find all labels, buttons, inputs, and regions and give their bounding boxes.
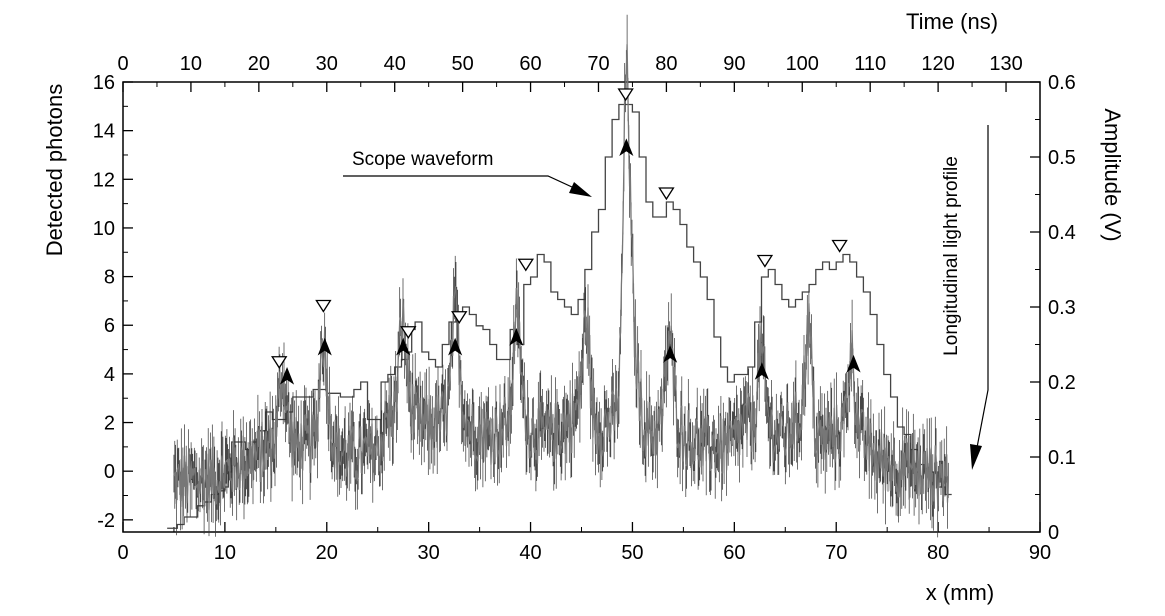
scope-waveform-line [167, 103, 952, 529]
x-bottom-tick-label: 20 [316, 542, 338, 564]
y-left-tick-label: 14 [93, 121, 115, 143]
open-triangle-marker [400, 326, 417, 339]
y-left-tick-label: 16 [93, 72, 115, 94]
arrow-marker [846, 354, 861, 373]
x-top-tick-label: 110 [854, 53, 886, 75]
x-top-tick-label: 100 [786, 53, 819, 75]
y-right-tick-label: 0.4 [1048, 222, 1076, 244]
x-top-tick-label: 90 [723, 53, 745, 75]
open-triangle-marker [517, 258, 534, 272]
x-bottom-tick-label: 0 [117, 542, 128, 564]
light-profile-error-bars [173, 14, 949, 538]
open-triangle-marker [315, 299, 332, 313]
y-right-axis-title: Amplitude (V) [1100, 108, 1125, 241]
x-top-tick-label: 70 [587, 53, 609, 75]
x-top-tick-label: 30 [316, 53, 338, 75]
y-left-tick-label: 2 [104, 413, 115, 435]
x-bottom-axis-title: x (mm) [926, 580, 994, 605]
arrow-marker [619, 138, 634, 156]
arrow-marker [317, 337, 332, 356]
x-bottom-tick-label: 50 [621, 542, 643, 564]
y-left-tick-label: 6 [104, 315, 115, 337]
open-triangle-marker [756, 254, 774, 268]
x-top-tick-label: 130 [989, 53, 1022, 75]
light-profile-line [173, 44, 949, 511]
x-top-tick-label: 50 [452, 53, 474, 75]
x-top-axis-title: Time (ns) [906, 9, 998, 34]
light-profile-label: Longitudinal light profile [941, 156, 962, 356]
scope-waveform-pointer [343, 175, 586, 194]
y-left-axis-title: Detected photons [42, 84, 67, 256]
x-bottom-tick-label: 80 [927, 542, 949, 564]
ticks: 0 10 20 30 40 50 60 70 80 900 10 20 30 40 50 60 70 80 90 10… [93, 53, 1076, 564]
open-triangle-marker [658, 187, 675, 201]
light-profile-pointer [974, 125, 989, 459]
arrow-marker [396, 337, 411, 356]
y-right-tick-label: 0.6 [1048, 72, 1076, 94]
x-top-tick-label: 40 [384, 53, 406, 75]
y-right-tick-label: 0.3 [1048, 297, 1076, 319]
arrow-marker [279, 366, 295, 385]
light-profile-pointer-head [970, 444, 982, 470]
arrow-marker [754, 362, 769, 380]
x-bottom-tick-label: 90 [1029, 542, 1051, 564]
x-top-tick-label: 120 [921, 53, 954, 75]
arrow-marker [663, 345, 678, 363]
x-top-tick-label: 60 [519, 53, 541, 75]
y-left-tick-label: -2 [97, 510, 115, 532]
open-triangle-marker [617, 88, 634, 102]
x-bottom-tick-label: 40 [519, 542, 541, 564]
scope-waveform-pointer-head [569, 182, 592, 197]
x-top-tick-label: 0 [117, 53, 128, 75]
y-left-tick-label: 4 [104, 364, 115, 386]
arrow-marker [448, 337, 463, 356]
open-triangle-marker [831, 239, 848, 253]
y-left-tick-label: 10 [93, 218, 115, 240]
x-top-tick-label: 80 [655, 53, 677, 75]
x-top-tick-label: 10 [180, 53, 202, 75]
arrow-marker [509, 328, 524, 346]
y-right-tick-label: 0 [1048, 522, 1059, 544]
marker-layer [271, 88, 861, 385]
x-bottom-tick-label: 10 [214, 542, 236, 564]
y-right-tick-label: 0.1 [1048, 447, 1076, 469]
x-top-tick-label: 20 [248, 53, 270, 75]
y-right-tick-label: 0.5 [1048, 147, 1076, 169]
open-triangle-marker [271, 356, 288, 369]
y-left-tick-label: 0 [104, 461, 115, 483]
open-triangle-marker [451, 311, 468, 324]
y-left-tick-label: 12 [93, 169, 115, 191]
x-bottom-tick-label: 30 [418, 542, 440, 564]
y-right-tick-label: 0.2 [1048, 372, 1076, 394]
x-bottom-tick-label: 70 [825, 542, 847, 564]
series-layer [167, 14, 952, 538]
y-left-tick-label: 8 [104, 267, 115, 289]
x-bottom-tick-label: 60 [723, 542, 745, 564]
scope-waveform-label: Scope waveform [352, 149, 494, 170]
